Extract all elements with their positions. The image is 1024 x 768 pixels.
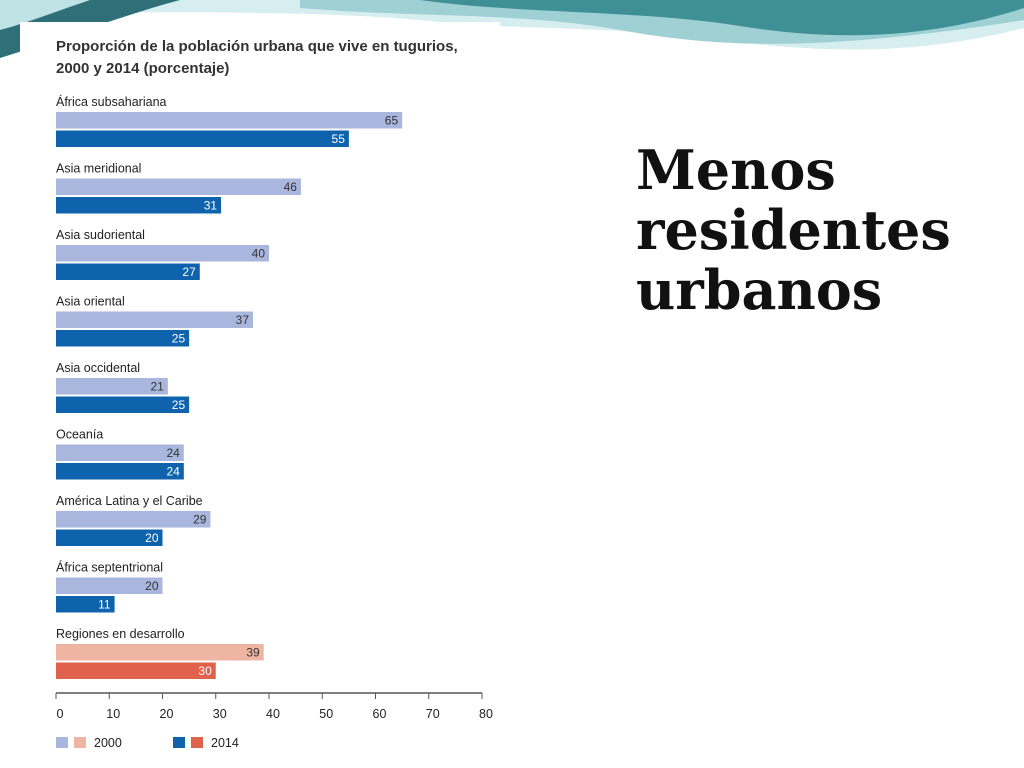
legend-swatch (191, 737, 203, 748)
bar-2014 (56, 263, 200, 280)
bar-2000 (56, 444, 184, 461)
category-label: Asia oriental (56, 295, 125, 309)
category-label: Asia meridional (56, 162, 141, 176)
x-tick-label: 0 (57, 707, 64, 721)
data-label-2000: 46 (284, 180, 298, 194)
data-label-2000: 29 (193, 513, 207, 527)
bar-2014 (56, 662, 216, 679)
bar-2000 (56, 178, 301, 195)
x-tick-label: 60 (373, 707, 387, 721)
data-label-2000: 20 (145, 579, 159, 593)
data-label-2014: 27 (182, 265, 196, 279)
chart-title-line-2: 2000 y 2014 (porcentaje) (56, 60, 230, 77)
category-label: Asia sudoriental (56, 228, 145, 242)
bar-2000 (56, 311, 254, 328)
data-label-2000: 21 (150, 380, 164, 394)
data-label-2000: 40 (252, 247, 266, 261)
legend-swatch (56, 737, 68, 748)
data-label-2000: 24 (166, 446, 180, 460)
category-label: África subsahariana (56, 94, 167, 109)
category-label: Asia occidental (56, 361, 140, 375)
category-label: América Latina y el Caribe (56, 494, 203, 508)
bar-2000 (56, 245, 269, 262)
data-label-2014: 55 (332, 132, 346, 146)
data-label-2014: 30 (198, 664, 212, 678)
bar-2014 (56, 396, 190, 413)
x-tick-label: 80 (479, 707, 493, 721)
bar-2014 (56, 463, 184, 480)
legend-label-2014: 2014 (211, 736, 239, 750)
bar-2014 (56, 130, 349, 147)
bar-2000 (56, 378, 168, 395)
data-label-2014: 25 (172, 332, 186, 346)
bar-2014 (56, 596, 115, 613)
bar-2000 (56, 577, 163, 594)
category-label: África septentrional (56, 560, 163, 575)
data-label-2014: 11 (98, 598, 111, 612)
category-label: Oceanía (56, 428, 103, 442)
data-label-2014: 31 (204, 199, 218, 213)
category-label: Regiones en desarrollo (56, 627, 185, 641)
bar-2000 (56, 644, 264, 661)
bar-2000 (56, 511, 211, 528)
x-tick-label: 10 (106, 707, 120, 721)
slide-heading: Menos residentes urbanos (636, 138, 951, 322)
data-label-2000: 65 (385, 114, 399, 128)
data-label-2014: 20 (145, 531, 159, 545)
bar-2000 (56, 112, 403, 129)
bar-2014 (56, 529, 163, 546)
x-tick-label: 40 (266, 707, 280, 721)
data-label-2000: 39 (246, 646, 260, 660)
data-label-2014: 24 (166, 465, 180, 479)
x-tick-label: 20 (160, 707, 174, 721)
legend-swatch (74, 737, 86, 748)
legend-swatch (173, 737, 185, 748)
bar-2014 (56, 330, 190, 347)
legend-label-2000: 2000 (94, 736, 122, 750)
x-tick-label: 70 (426, 707, 440, 721)
bar-2014 (56, 197, 222, 214)
data-label-2014: 25 (172, 398, 186, 412)
x-tick-label: 30 (213, 707, 227, 721)
chart-title-line-1: Proporción de la población urbana que vi… (56, 38, 458, 55)
x-tick-label: 50 (319, 707, 333, 721)
data-label-2000: 37 (236, 313, 250, 327)
